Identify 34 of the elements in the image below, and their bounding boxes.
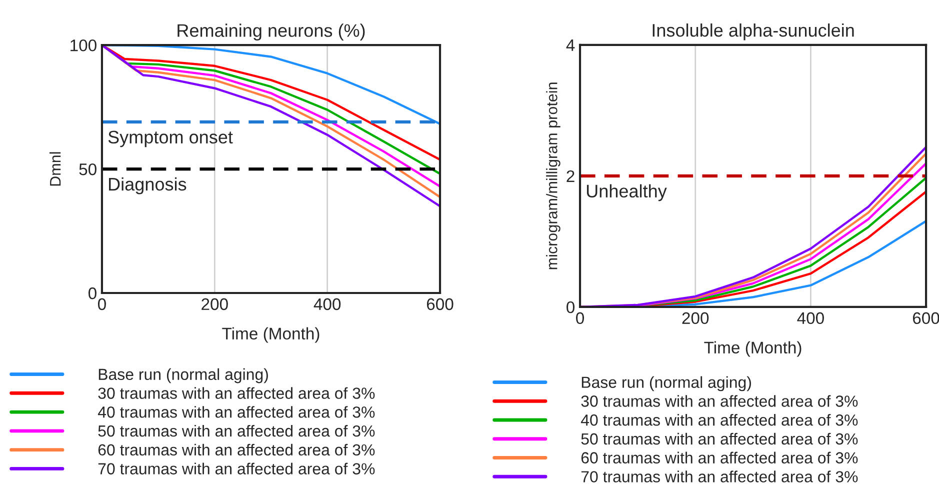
legend-label: Base run (normal aging) [582,376,751,392]
legend-label: Base run (normal aging) [98,368,268,384]
x-tick-label: 200 [202,298,228,310]
x-tick-label: 200 [682,312,709,324]
y-tick-label: 50 [79,163,96,176]
x-tick-label: 400 [314,298,341,310]
legend-label: 50 traumas with an affected area of 3% [98,424,375,437]
x-tick-label: 400 [797,312,824,324]
ref-line-label: Diagnosis [109,177,186,194]
legend-label: 70 traumas with an affected area of 3% [98,462,375,474]
ref-line-label: Symptom onset [108,130,233,148]
x-tick-label: 0 [576,312,584,324]
legend-label: 30 traumas with an affected area of 3% [581,395,858,407]
y-tick-label: 100 [70,39,96,52]
legend-label: 50 traumas with an affected area of 3% [581,432,858,445]
legend-label: 60 traumas with an affected area of 3% [98,444,375,456]
chart-title: Insoluble alpha-sunuclein [652,23,854,40]
x-axis-title: Time (Month) [222,327,320,343]
legend-label: 70 traumas with an affected area of 3% [581,470,858,482]
y-tick-label: 2 [566,170,574,182]
ref-line-label: Unhealthy [586,184,667,202]
legend-label: 30 traumas with an affected area of 3% [98,387,375,399]
y-axis-title: microgram/milligram protein [546,82,560,270]
legend-label: 40 traumas with an affected area of 3% [580,414,858,426]
x-tick-label: 600 [426,298,454,310]
y-axis-title: Dmnl [50,152,61,186]
y-tick-label: 4 [566,39,575,51]
y-tick-label: 0 [88,287,96,300]
legend-label: 60 traumas with an affected area of 3% [581,452,858,464]
chart-title: Remaining neurons (%) [178,24,365,41]
x-tick-label: 600 [912,312,939,324]
legend-label: 40 traumas with an affected area of 3% [98,406,375,418]
x-axis-title: Time (Month) [704,341,802,357]
x-tick-label: 0 [98,298,106,310]
